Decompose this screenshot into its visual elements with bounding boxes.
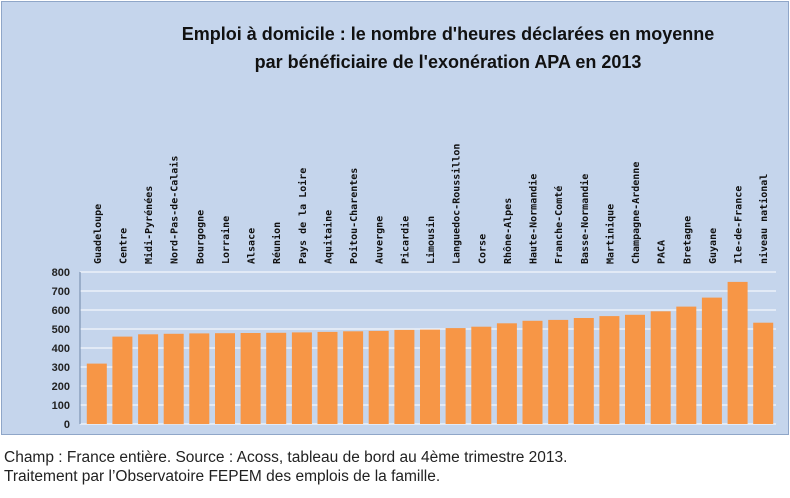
bar [522, 320, 543, 424]
y-tick-label: 500 [52, 324, 70, 336]
y-tick-label: 0 [64, 419, 70, 431]
bar [496, 323, 517, 424]
category-label: Franche-Comté [553, 186, 565, 264]
category-label: Corse [477, 234, 488, 264]
category-label: Champagne-Ardenne [631, 162, 642, 264]
category-label: PACA [657, 240, 668, 264]
bar [625, 314, 645, 425]
category-label: Bretagne [682, 216, 693, 264]
bar [215, 333, 235, 424]
bar [189, 333, 210, 424]
bar [266, 332, 287, 424]
bar [727, 281, 748, 424]
bar-chart: Emploi à domicile : le nombre d'heures d… [52, 24, 776, 431]
category-label: Alsace [247, 228, 258, 264]
bar [86, 363, 107, 424]
bar [343, 331, 364, 424]
caption-line-2: Traitement par l’Observatoire FEPEM des … [4, 468, 441, 485]
bar [240, 333, 261, 424]
category-label: Nord-Pas-de-Calais [169, 156, 181, 264]
bar [599, 316, 620, 424]
category-label: Haute-Normandie [528, 174, 540, 264]
category-label: Poitou-Charentes [348, 168, 360, 264]
category-label: Réunion [271, 222, 283, 264]
bar [138, 334, 159, 424]
category-label: Rhône-Alpes [502, 198, 514, 264]
y-tick-label: 100 [52, 400, 70, 412]
chart-title-line-1: Emploi à domicile : le nombre d'heures d… [182, 24, 714, 44]
caption-line-1: Champ : France entière. Source : Acoss, … [4, 449, 568, 466]
category-label: Guyane [708, 228, 719, 264]
category-label: Midi-Pyrénées [143, 186, 155, 264]
bar [753, 322, 774, 424]
category-label: niveau national [758, 174, 770, 264]
category-label: Picardie [399, 216, 411, 264]
category-label: Limousin [425, 216, 437, 264]
category-label: Basse-Normandie [579, 174, 591, 264]
bar [471, 326, 492, 424]
chart-title-line-2: par bénéficiaire de l'exonération APA en… [255, 52, 642, 72]
bar [420, 329, 440, 424]
bar [445, 328, 466, 424]
bar [368, 330, 389, 424]
category-label: Martinique [604, 204, 616, 264]
y-tick-label: 200 [52, 381, 70, 393]
bar [317, 331, 338, 424]
category-label: Languedoc-Roussillon [451, 144, 463, 264]
category-label: Pays de la Loire [297, 168, 309, 264]
bar [573, 318, 594, 424]
bar [112, 336, 133, 424]
category-label: Bourgogne [195, 210, 206, 264]
bar [291, 332, 312, 424]
category-label: Guadeloupe [93, 204, 104, 264]
y-tick-label: 300 [52, 362, 70, 374]
category-label: Ile-de-France [734, 186, 745, 264]
category-label: Centre [118, 228, 129, 264]
bar [163, 333, 184, 425]
category-label: Aquitaine [323, 210, 335, 264]
y-tick-label: 400 [52, 343, 70, 355]
category-label: Auvergne [375, 216, 386, 264]
bar [701, 297, 722, 424]
chart-area: Emploi à domicile : le nombre d'heures d… [1, 1, 789, 435]
y-tick-label: 600 [52, 305, 70, 317]
category-label: Lorraine [220, 216, 232, 264]
chart-caption: Champ : France entière. Source : Acoss, … [4, 448, 788, 486]
bar [676, 306, 697, 424]
y-tick-label: 700 [52, 286, 70, 298]
y-tick-label: 800 [52, 267, 70, 279]
bar [548, 319, 569, 424]
bar [394, 329, 415, 424]
bar [650, 311, 671, 424]
